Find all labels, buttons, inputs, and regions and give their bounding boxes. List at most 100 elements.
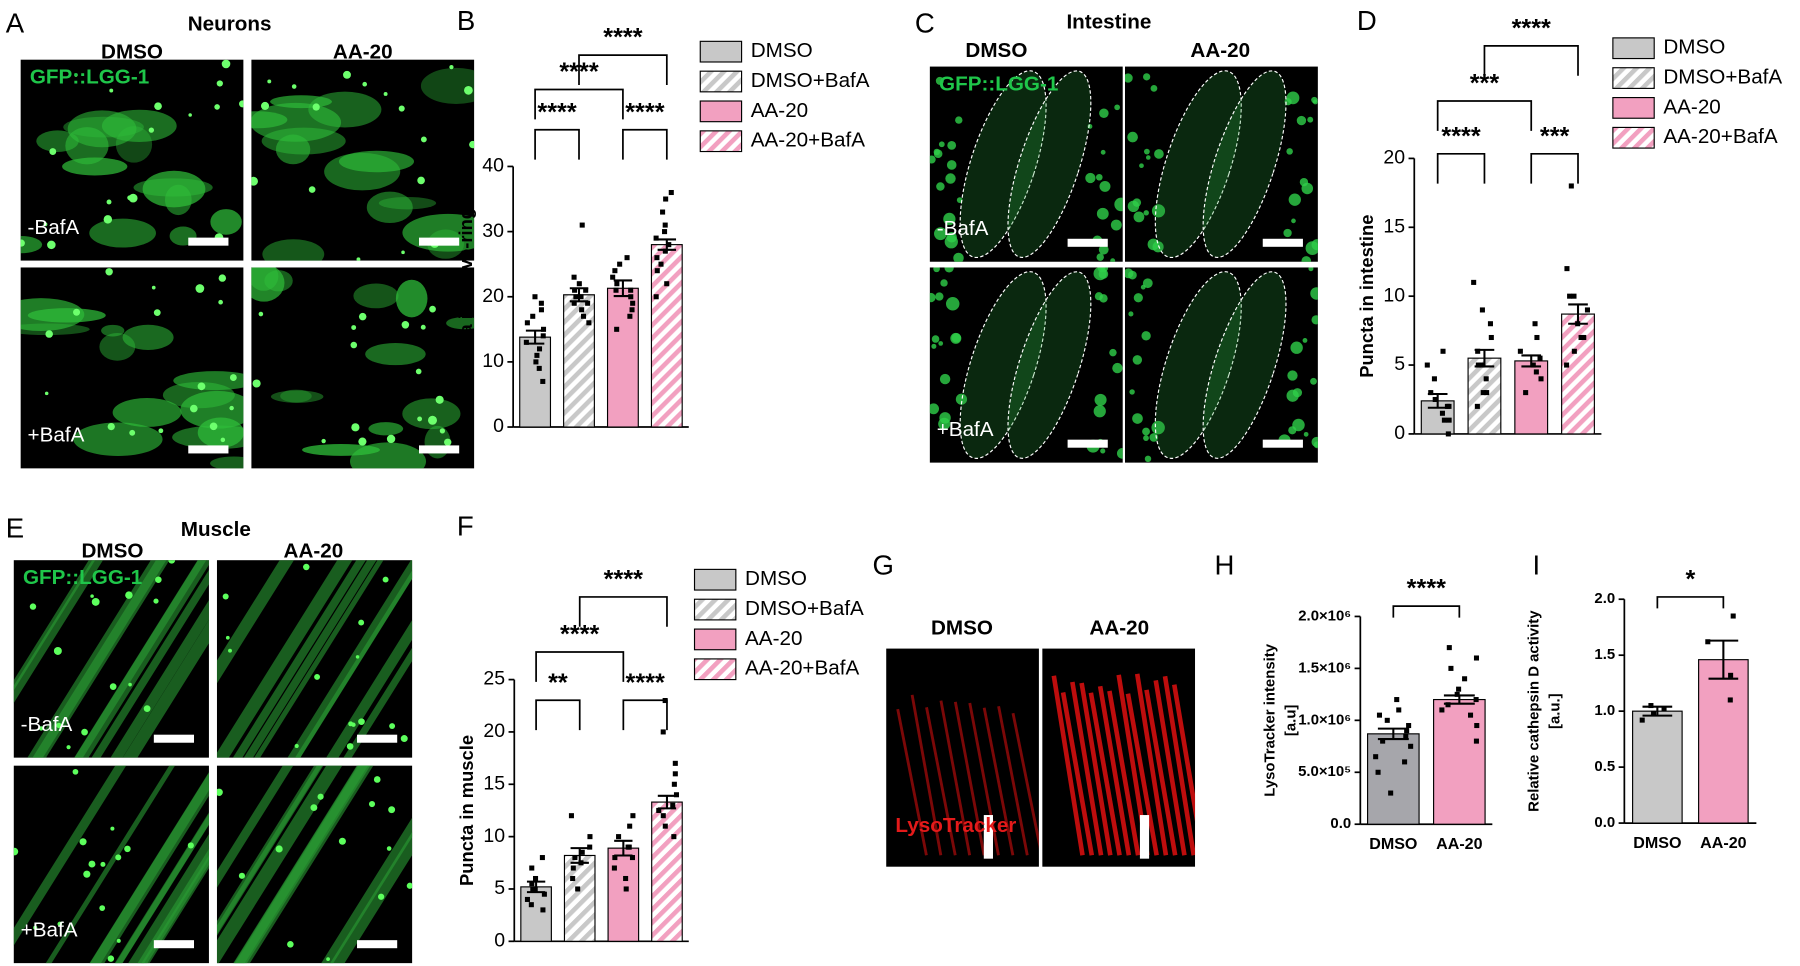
puncta xyxy=(116,938,121,943)
panel-letter: D xyxy=(1357,5,1377,36)
fluor xyxy=(939,373,951,385)
fluor xyxy=(1110,219,1122,231)
legend-swatch xyxy=(693,628,737,651)
data-point xyxy=(610,274,616,280)
data-point xyxy=(529,865,535,871)
data-point xyxy=(673,792,680,798)
bar xyxy=(651,801,683,942)
data-point xyxy=(585,300,591,306)
fluor xyxy=(353,283,399,309)
data-point xyxy=(629,855,635,861)
y-tick-label: 1.0×10⁶ xyxy=(1298,711,1351,728)
puncta xyxy=(287,940,294,948)
fluor xyxy=(1290,341,1303,354)
y-tick-label: 30 xyxy=(482,220,504,242)
data-point xyxy=(528,902,534,908)
fluor xyxy=(1127,200,1140,213)
data-point xyxy=(1439,707,1445,713)
scale-bar xyxy=(983,815,993,859)
puncta xyxy=(107,422,115,431)
data-point xyxy=(1475,362,1481,368)
y-tick-label: 25 xyxy=(483,668,505,690)
scale-bar xyxy=(1139,815,1150,859)
legend-label: AA-20 xyxy=(751,99,808,122)
fluor xyxy=(1310,377,1317,385)
puncta xyxy=(220,437,226,443)
data-point xyxy=(1578,334,1584,341)
fluor xyxy=(365,343,426,366)
puncta xyxy=(20,239,25,247)
data-point xyxy=(1532,321,1538,327)
data-point xyxy=(1446,403,1452,409)
puncta xyxy=(105,268,113,276)
streak xyxy=(997,705,1029,856)
fluor xyxy=(1154,149,1164,159)
data-point xyxy=(670,802,676,808)
data-point xyxy=(1473,738,1479,744)
data-point xyxy=(1533,369,1539,375)
fluor xyxy=(1100,448,1106,454)
puncta xyxy=(99,905,106,911)
legend-label: AA-20 xyxy=(745,627,802,650)
data-point xyxy=(668,189,674,196)
fluor xyxy=(210,209,242,235)
fluor xyxy=(938,417,951,430)
puncta xyxy=(449,65,454,70)
fluor xyxy=(1100,149,1106,155)
fluor xyxy=(264,270,293,292)
streak xyxy=(925,707,957,856)
fluor xyxy=(420,67,475,104)
panel-letter: B xyxy=(457,5,475,36)
fluor xyxy=(251,102,342,142)
micrograph xyxy=(251,267,475,469)
puncta xyxy=(251,176,258,186)
y-tick-label: 15 xyxy=(483,772,505,794)
fiber xyxy=(216,765,323,935)
legend-label: DMSO+BafA xyxy=(751,69,870,92)
data-point xyxy=(629,307,635,313)
puncta xyxy=(429,305,436,313)
y-axis-label: LysoTracker intensity xyxy=(1262,643,1279,796)
streak xyxy=(1070,681,1104,856)
data-point xyxy=(1651,710,1657,716)
fluor xyxy=(89,218,156,248)
fluor xyxy=(1141,331,1151,341)
data-point xyxy=(671,781,677,787)
bar xyxy=(1514,360,1549,435)
micrograph xyxy=(886,648,1039,867)
fluor xyxy=(1299,177,1309,187)
data-point xyxy=(587,844,593,850)
significance-bracket xyxy=(1483,45,1579,76)
streak xyxy=(1011,712,1039,849)
column-label: AA-20 xyxy=(1190,39,1250,62)
fluor xyxy=(1286,148,1293,155)
puncta xyxy=(469,140,475,149)
outline xyxy=(1154,271,1242,459)
puncta xyxy=(362,81,368,87)
puncta xyxy=(321,438,326,444)
row-label: +BafA xyxy=(28,424,85,447)
data-point xyxy=(1530,362,1536,368)
fluor xyxy=(1093,405,1106,418)
texture xyxy=(13,560,209,758)
fiber xyxy=(110,600,209,758)
data-point xyxy=(1571,348,1577,354)
significance-label: **** xyxy=(625,669,664,697)
legend-swatch xyxy=(1612,67,1655,89)
data-point xyxy=(568,813,574,819)
y-tick-label: 1.5×10⁶ xyxy=(1298,659,1351,676)
error-bar xyxy=(1427,392,1448,409)
bar xyxy=(1632,710,1683,824)
legend-swatch xyxy=(693,658,737,681)
fiber xyxy=(137,848,209,964)
puncta xyxy=(386,434,396,444)
fluor xyxy=(935,76,944,85)
fluor xyxy=(1139,163,1144,169)
fluor xyxy=(262,239,325,261)
fluor xyxy=(940,279,948,287)
legend-label: DMSO xyxy=(1663,36,1725,59)
fluor xyxy=(1112,362,1123,374)
puncta xyxy=(417,416,423,422)
fluor xyxy=(446,316,475,330)
puncta xyxy=(383,92,388,96)
